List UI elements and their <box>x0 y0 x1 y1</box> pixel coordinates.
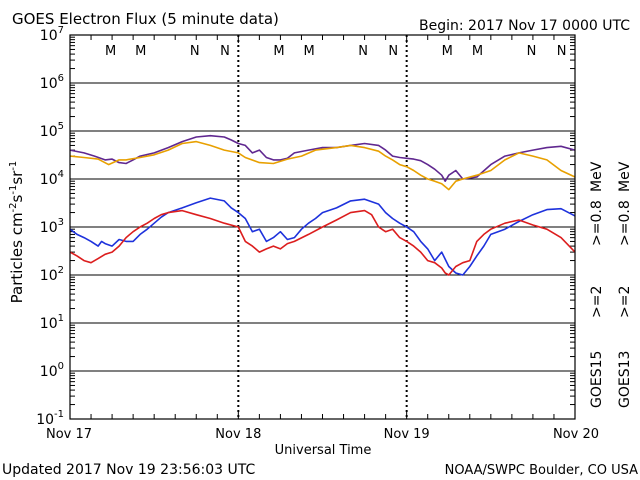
updated-timestamp: Updated 2017 Nov 19 23:56:03 UTC <box>2 462 255 478</box>
x-ticks: Nov 17 Nov 18 Nov 19 Nov 20 <box>46 35 599 442</box>
x-tick-label: Nov 20 <box>553 427 599 442</box>
y-ticks: 107 106 105 104 103 102 101 100 10-1 <box>36 25 575 428</box>
marker-label: M <box>135 44 146 59</box>
series-line <box>69 134 576 182</box>
y-tick-label: 100 <box>40 361 64 380</box>
legend: GOES15 GOES13 >=2 >=2 >=0.8 >=0.8 MeV Me… <box>589 161 633 408</box>
marker-label: N <box>527 44 537 59</box>
y-tick-label: 107 <box>40 25 64 44</box>
marker-label: N <box>358 44 368 59</box>
y-tick-label: 101 <box>40 313 64 332</box>
legend-ge2-goes13: >=2 <box>617 286 633 318</box>
y-tick-label: 106 <box>40 73 64 92</box>
marker-label: N <box>190 44 200 59</box>
y-tick-label: 105 <box>40 121 64 140</box>
series-line <box>69 209 576 276</box>
x-tick-label: Nov 19 <box>384 427 430 442</box>
series-lines <box>69 134 576 276</box>
legend-ge2-goes15: >=2 <box>589 286 605 318</box>
begin-label: Begin: 2017 Nov 17 0000 UTC <box>419 18 630 34</box>
legend-ge08-goes13: >=0.8 <box>617 200 633 246</box>
legend-mev-1: MeV <box>589 161 605 192</box>
marker-label: M <box>472 44 483 59</box>
marker-label: M <box>105 44 116 59</box>
y-tick-label: 102 <box>40 265 64 284</box>
legend-goes15: GOES15 <box>589 351 605 408</box>
legend-goes13: GOES13 <box>617 351 633 408</box>
marker-label: M <box>442 44 453 59</box>
x-axis-label: Universal Time <box>275 443 372 458</box>
credit-label: NOAA/SWPC Boulder, CO USA <box>445 463 638 478</box>
plot-frame <box>69 34 576 420</box>
chart-title: GOES Electron Flux (5 minute data) <box>12 10 279 28</box>
x-tick-label: Nov 17 <box>46 427 92 442</box>
marker-label: M <box>303 44 314 59</box>
legend-ge08-goes15: >=0.8 <box>589 200 605 246</box>
series-line <box>69 197 576 276</box>
marker-label: N <box>220 44 230 59</box>
legend-mev-2: MeV <box>617 161 633 192</box>
marker-label: M <box>273 44 284 59</box>
y-tick-label: 104 <box>40 169 64 188</box>
marker-label: N <box>557 44 567 59</box>
y-tick-label: 103 <box>40 217 64 236</box>
x-tick-label: Nov 18 <box>215 427 261 442</box>
marker-label: N <box>388 44 398 59</box>
y-axis-label: Particles cm-2s-1sr-1 <box>8 161 26 304</box>
y-tick-label: 10-1 <box>36 409 64 428</box>
series-line <box>69 140 576 191</box>
